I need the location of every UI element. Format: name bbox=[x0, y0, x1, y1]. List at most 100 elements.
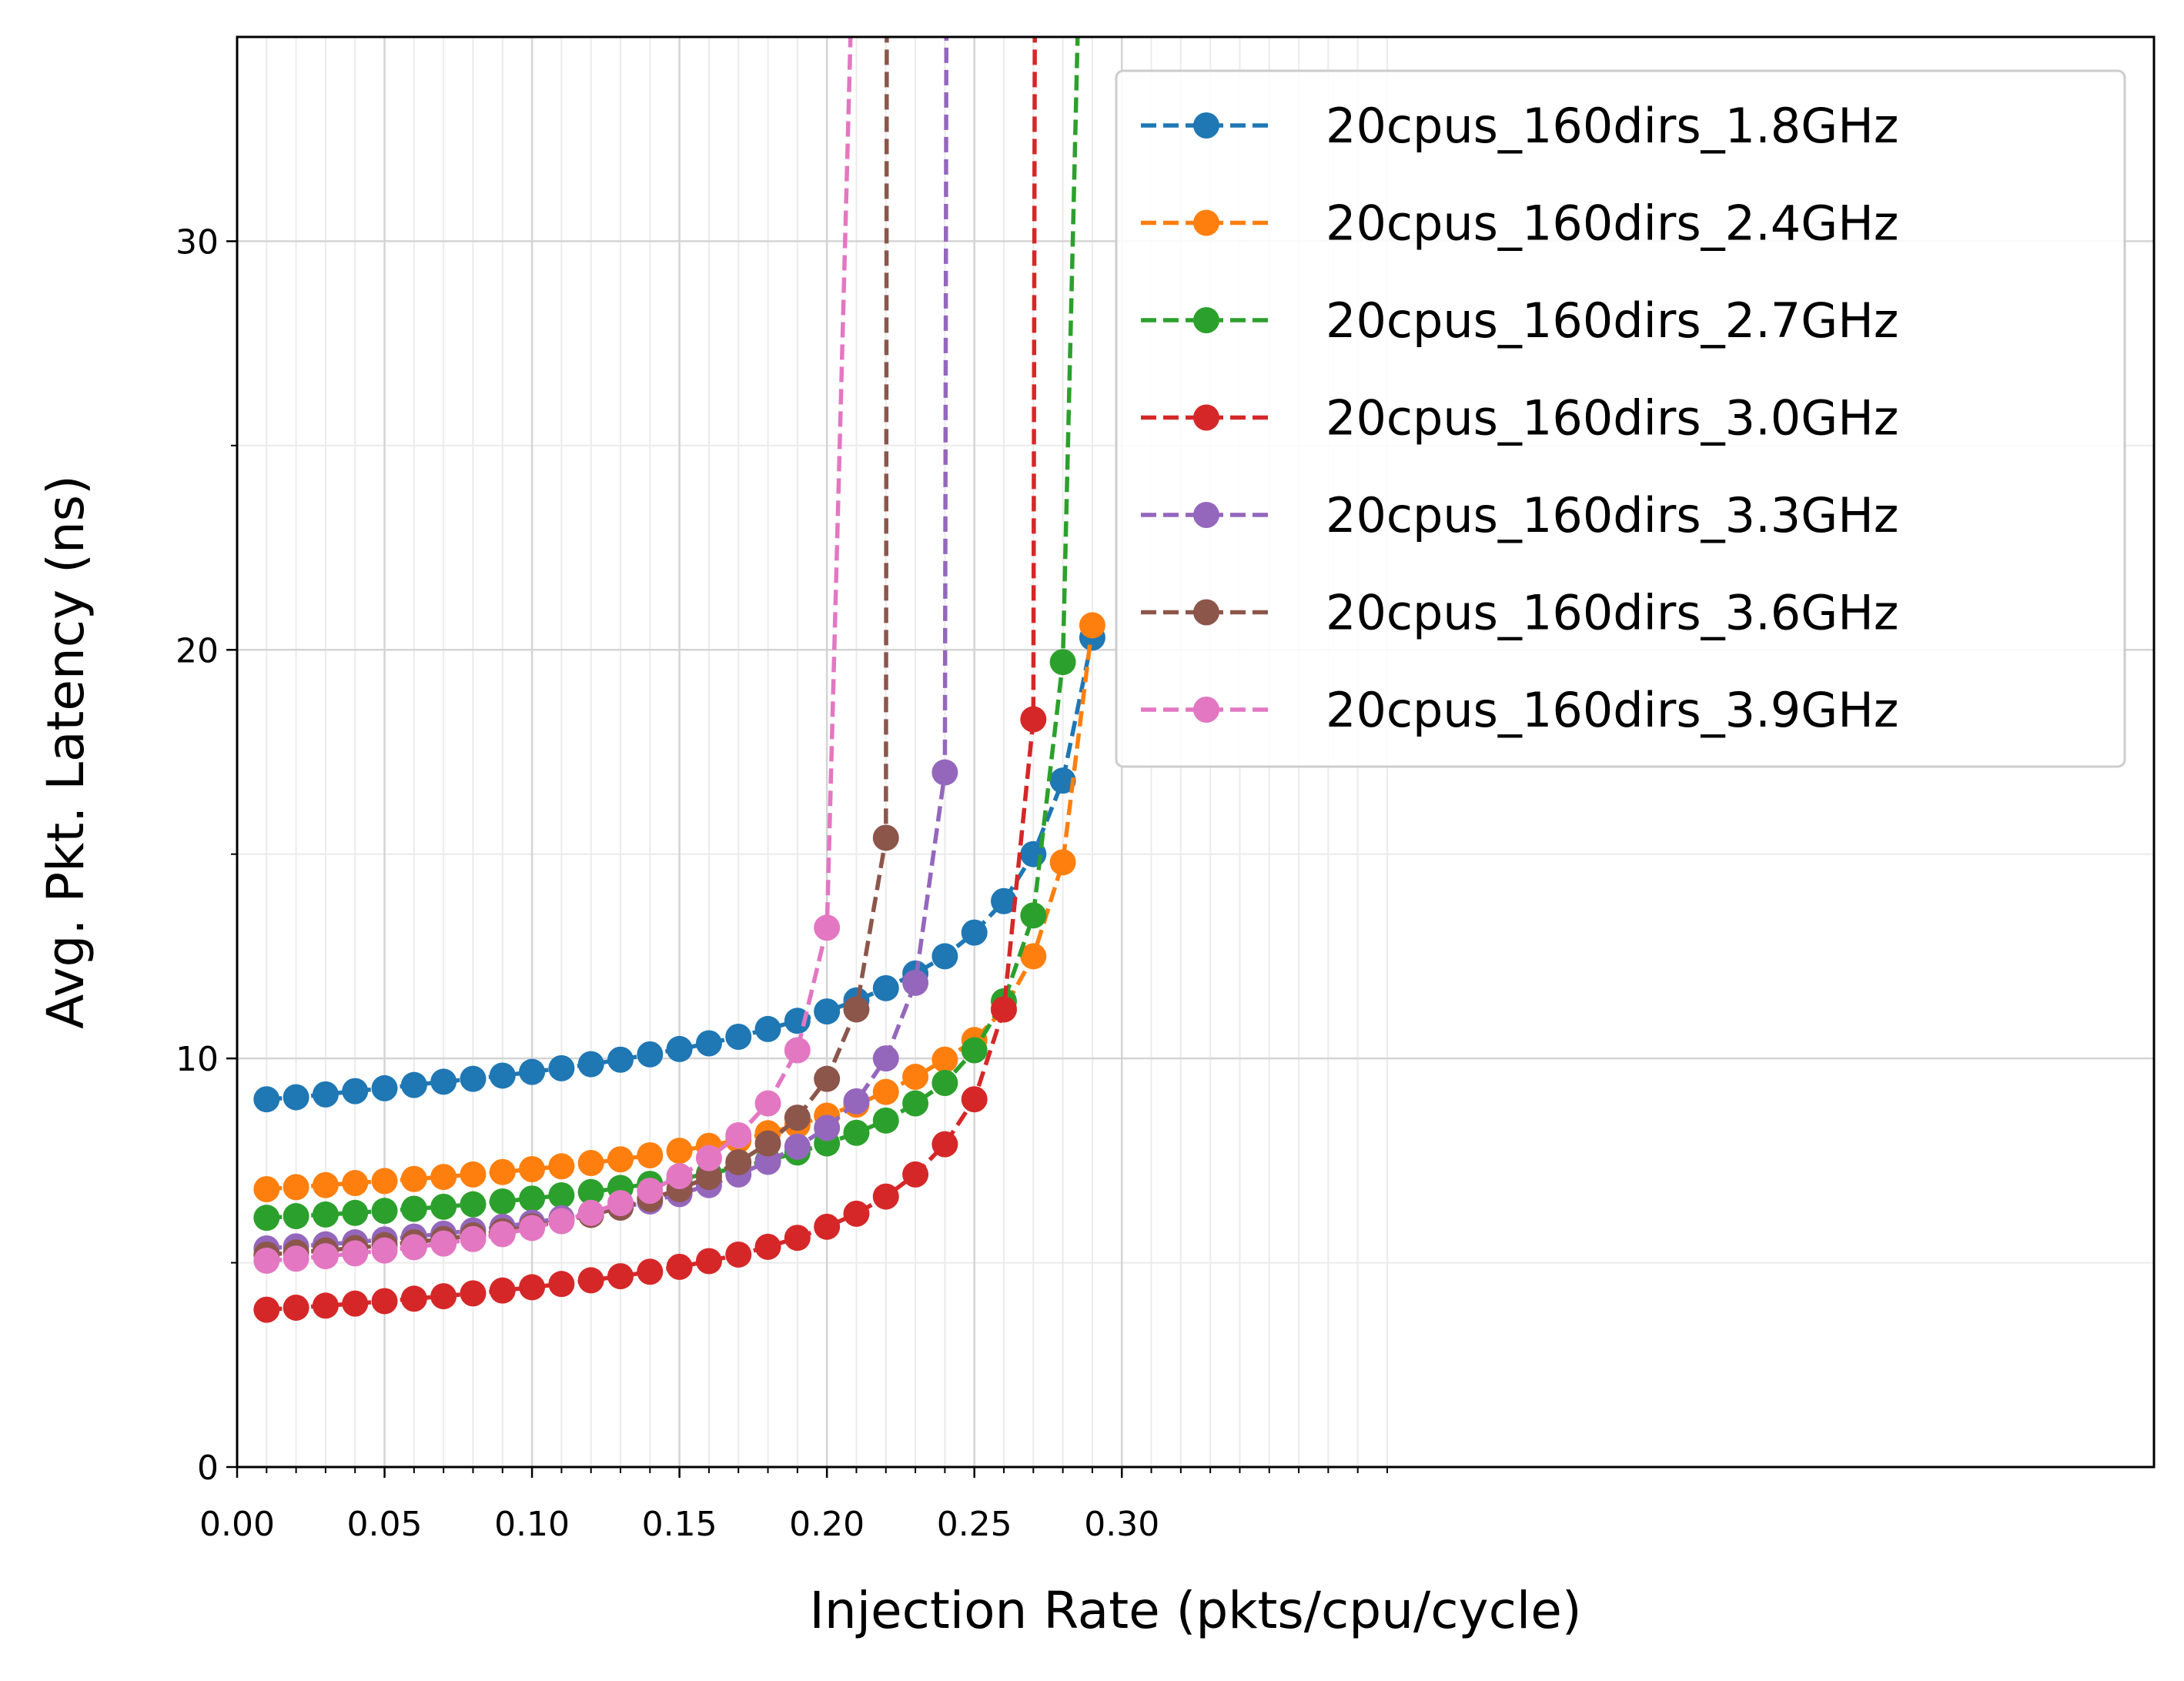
data-point bbox=[548, 1181, 575, 1208]
data-point bbox=[253, 1296, 280, 1323]
data-point bbox=[784, 1105, 811, 1131]
x-tick-label: 0.00 bbox=[199, 1505, 275, 1544]
data-point bbox=[400, 1285, 427, 1312]
data-point bbox=[460, 1225, 487, 1252]
data-point bbox=[1020, 706, 1047, 733]
data-point bbox=[371, 1198, 398, 1225]
data-point bbox=[725, 1148, 752, 1175]
data-point bbox=[902, 1161, 929, 1188]
data-point bbox=[371, 1237, 398, 1264]
data-point bbox=[931, 759, 958, 786]
series-1 bbox=[253, 612, 1105, 1203]
legend-entry: 20cpus_160dirs_3.3GHz bbox=[1141, 487, 1898, 543]
data-point bbox=[931, 1131, 958, 1158]
data-point bbox=[872, 1078, 899, 1105]
data-point bbox=[814, 1115, 841, 1141]
legend-label: 20cpus_160dirs_2.4GHz bbox=[1326, 196, 1898, 252]
legend-frame bbox=[1115, 69, 2126, 768]
plot-frame bbox=[236, 35, 2156, 1469]
data-point bbox=[283, 1084, 309, 1111]
data-point bbox=[312, 1201, 339, 1228]
data-point bbox=[754, 1233, 781, 1260]
series-6 bbox=[253, 37, 853, 1274]
data-point bbox=[725, 1024, 752, 1051]
data-point bbox=[430, 1193, 457, 1220]
data-point bbox=[312, 1243, 339, 1270]
data-point bbox=[843, 1119, 870, 1146]
data-point bbox=[489, 1062, 516, 1089]
data-point bbox=[489, 1158, 516, 1185]
data-point bbox=[725, 1241, 752, 1268]
data-point bbox=[695, 1248, 722, 1275]
data-point bbox=[843, 1088, 870, 1115]
data-point bbox=[784, 1133, 811, 1160]
legend-marker bbox=[1193, 307, 1219, 333]
legend-entry: 20cpus_160dirs_3.0GHz bbox=[1141, 390, 1898, 446]
data-point bbox=[430, 1068, 457, 1095]
data-point bbox=[460, 1280, 487, 1307]
legend-label: 20cpus_160dirs_3.0GHz bbox=[1326, 390, 1898, 446]
data-point bbox=[607, 1046, 634, 1073]
x-tick-label: 0.30 bbox=[1084, 1505, 1159, 1544]
series-0 bbox=[253, 624, 1105, 1113]
data-point bbox=[548, 1153, 575, 1180]
data-point bbox=[342, 1078, 369, 1105]
x-tick-label: 0.20 bbox=[789, 1505, 865, 1544]
data-point bbox=[872, 974, 899, 1001]
data-point bbox=[371, 1168, 398, 1195]
data-point bbox=[400, 1195, 427, 1222]
data-point bbox=[548, 1054, 575, 1081]
data-point bbox=[725, 1121, 752, 1148]
y-tick-label: 10 bbox=[176, 1040, 219, 1079]
legend: 20cpus_160dirs_1.8GHz 20cpus_160dirs_2.4G… bbox=[1115, 69, 2126, 768]
data-point bbox=[607, 1263, 634, 1290]
data-point bbox=[754, 1148, 781, 1175]
data-point bbox=[519, 1185, 546, 1212]
data-point bbox=[283, 1294, 309, 1321]
data-point bbox=[637, 1041, 664, 1068]
data-point bbox=[814, 1065, 841, 1092]
data-point bbox=[577, 1178, 604, 1205]
data-point bbox=[931, 1046, 958, 1073]
legend-label: 20cpus_160dirs_3.6GHz bbox=[1326, 585, 1898, 641]
data-point bbox=[872, 824, 899, 851]
legend-label: 20cpus_160dirs_3.3GHz bbox=[1326, 487, 1898, 543]
data-point bbox=[283, 1174, 309, 1201]
data-point bbox=[961, 919, 988, 946]
data-point bbox=[814, 1213, 841, 1240]
data-point bbox=[607, 1190, 634, 1217]
data-point bbox=[548, 1208, 575, 1235]
data-point bbox=[312, 1081, 339, 1108]
legend-label: 20cpus_160dirs_3.9GHz bbox=[1326, 682, 1898, 738]
x-tick-label: 0.10 bbox=[494, 1505, 570, 1544]
data-point bbox=[489, 1188, 516, 1215]
data-point bbox=[1020, 943, 1047, 970]
legend-marker bbox=[1193, 599, 1219, 626]
x-tick-label: 0.15 bbox=[642, 1505, 717, 1544]
legend-label: 20cpus_160dirs_2.7GHz bbox=[1326, 292, 1898, 349]
data-point bbox=[872, 1045, 899, 1072]
data-point bbox=[342, 1290, 369, 1317]
data-point bbox=[253, 1176, 280, 1203]
data-point bbox=[312, 1171, 339, 1198]
data-point bbox=[637, 1141, 664, 1168]
data-point bbox=[253, 1205, 280, 1232]
data-point bbox=[283, 1245, 309, 1272]
data-point bbox=[784, 1225, 811, 1252]
data-point bbox=[666, 1138, 693, 1165]
data-point bbox=[695, 1030, 722, 1057]
data-point bbox=[342, 1240, 369, 1267]
data-point bbox=[312, 1292, 339, 1319]
data-point bbox=[695, 1145, 722, 1171]
data-point bbox=[637, 1178, 664, 1205]
data-point bbox=[607, 1146, 634, 1173]
data-point bbox=[430, 1164, 457, 1191]
y-axis: 0 10 20 30 bbox=[176, 222, 237, 1488]
data-point bbox=[371, 1074, 398, 1101]
data-point bbox=[253, 1247, 280, 1274]
data-point bbox=[902, 969, 929, 996]
data-point bbox=[814, 914, 841, 941]
data-point bbox=[342, 1170, 369, 1197]
data-point bbox=[519, 1156, 546, 1183]
data-point bbox=[430, 1283, 457, 1310]
